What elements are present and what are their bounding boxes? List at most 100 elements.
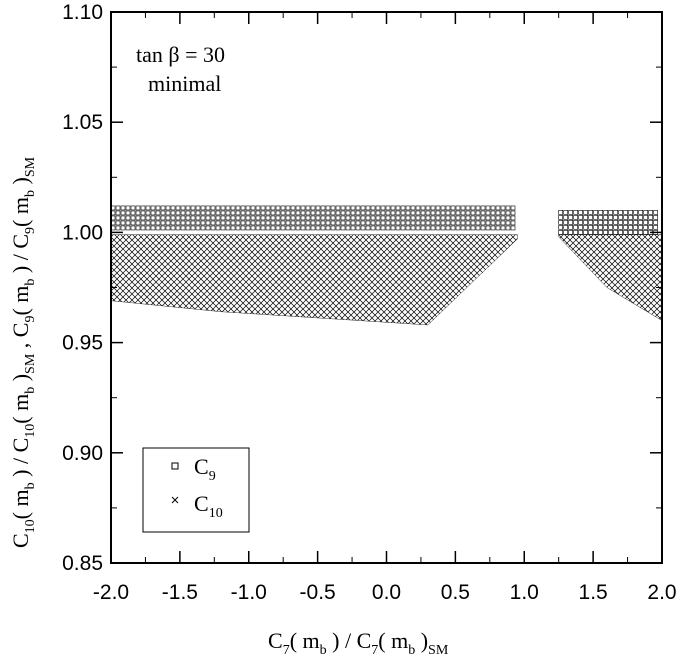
- c9-point: [510, 225, 516, 231]
- c9-point: [205, 215, 211, 221]
- c9-point: [245, 210, 251, 216]
- x-tick-label: -2.0: [93, 581, 129, 604]
- c9-point: [360, 225, 366, 231]
- c9-point: [155, 220, 161, 226]
- c9-point: [480, 225, 486, 231]
- c9-point: [573, 225, 578, 230]
- c10-region-0: [110, 234, 518, 326]
- c9-point: [275, 215, 281, 221]
- c9-point: [180, 210, 186, 216]
- c9-point: [130, 210, 136, 216]
- c9-point: [648, 210, 653, 215]
- c9-point: [295, 220, 301, 226]
- c9-point: [510, 215, 516, 221]
- c9-point: [578, 210, 583, 215]
- c9-point: [185, 210, 191, 216]
- y-tick-label: 0.95: [62, 332, 103, 355]
- c9-point: [300, 220, 306, 226]
- c9-point: [425, 215, 431, 221]
- c9-point: [205, 225, 211, 231]
- c9-point: [495, 210, 501, 216]
- c9-point: [425, 220, 431, 226]
- c9-point: [165, 220, 171, 226]
- c9-point: [295, 225, 301, 231]
- c9-point: [450, 210, 456, 216]
- c9-point: [375, 225, 381, 231]
- c9-point: [135, 205, 141, 211]
- c9-point: [355, 210, 361, 216]
- c9-point: [245, 225, 251, 231]
- c9-point: [445, 205, 451, 211]
- c9-point: [200, 210, 206, 216]
- c9-point: [648, 225, 653, 230]
- c9-point: [608, 225, 613, 230]
- c9-point: [215, 220, 221, 226]
- c9-point: [628, 230, 633, 235]
- c9-point: [400, 210, 406, 216]
- c9-point: [260, 215, 266, 221]
- c9-point: [190, 215, 196, 221]
- c9-point: [345, 215, 351, 221]
- c9-point: [653, 220, 658, 225]
- c9-point: [340, 215, 346, 221]
- c9-point: [495, 215, 501, 221]
- c9-point: [578, 230, 583, 235]
- c9-point: [415, 210, 421, 216]
- c9-point: [255, 215, 261, 221]
- c9-point: [360, 215, 366, 221]
- c9-point: [305, 215, 311, 221]
- c9-point: [265, 205, 271, 211]
- c9-point: [420, 215, 426, 221]
- c9-point: [210, 220, 216, 226]
- c9-point: [130, 220, 136, 226]
- c9-point: [140, 215, 146, 221]
- c9-point: [470, 215, 476, 221]
- c9-point: [495, 205, 501, 211]
- y-axis-label: C10( mb ) / C10( mb )SM , C9( mb ) / C9(…: [8, 156, 38, 548]
- c9-point: [115, 220, 121, 226]
- c9-point: [190, 220, 196, 226]
- c9-point: [633, 230, 638, 235]
- c9-point: [115, 210, 121, 216]
- c9-point: [608, 230, 613, 235]
- c9-point: [380, 210, 386, 216]
- c9-point: [300, 215, 306, 221]
- c9-point: [120, 205, 126, 211]
- c9-point: [445, 225, 451, 231]
- c9-point: [335, 210, 341, 216]
- c9-point: [563, 215, 568, 220]
- annotation-tanbeta: tan β = 30: [136, 42, 225, 67]
- c9-point: [568, 215, 573, 220]
- c9-point: [558, 210, 563, 215]
- c9-point: [460, 215, 466, 221]
- c9-point: [628, 210, 633, 215]
- c9-point: [245, 220, 251, 226]
- c9-point: [643, 225, 648, 230]
- c9-point: [588, 210, 593, 215]
- c9-point: [145, 220, 151, 226]
- c9-point: [440, 225, 446, 231]
- c9-point: [603, 215, 608, 220]
- c9-point: [275, 225, 281, 231]
- c9-point: [270, 210, 276, 216]
- c9-point: [455, 205, 461, 211]
- c9-point: [365, 225, 371, 231]
- c9-point: [380, 220, 386, 226]
- c9-point: [170, 225, 176, 231]
- c9-point: [375, 210, 381, 216]
- c9-point: [613, 210, 618, 215]
- c9-point: [390, 210, 396, 216]
- c9-point: [145, 210, 151, 216]
- c9-point: [340, 225, 346, 231]
- c9-point: [425, 205, 431, 211]
- c9-point: [603, 220, 608, 225]
- c9-point: [490, 220, 496, 226]
- c9-point: [260, 205, 266, 211]
- c9-point: [305, 210, 311, 216]
- c9-point: [360, 220, 366, 226]
- c9-point: [395, 210, 401, 216]
- c9-point: [633, 210, 638, 215]
- c9-point: [480, 220, 486, 226]
- c9-point: [405, 210, 411, 216]
